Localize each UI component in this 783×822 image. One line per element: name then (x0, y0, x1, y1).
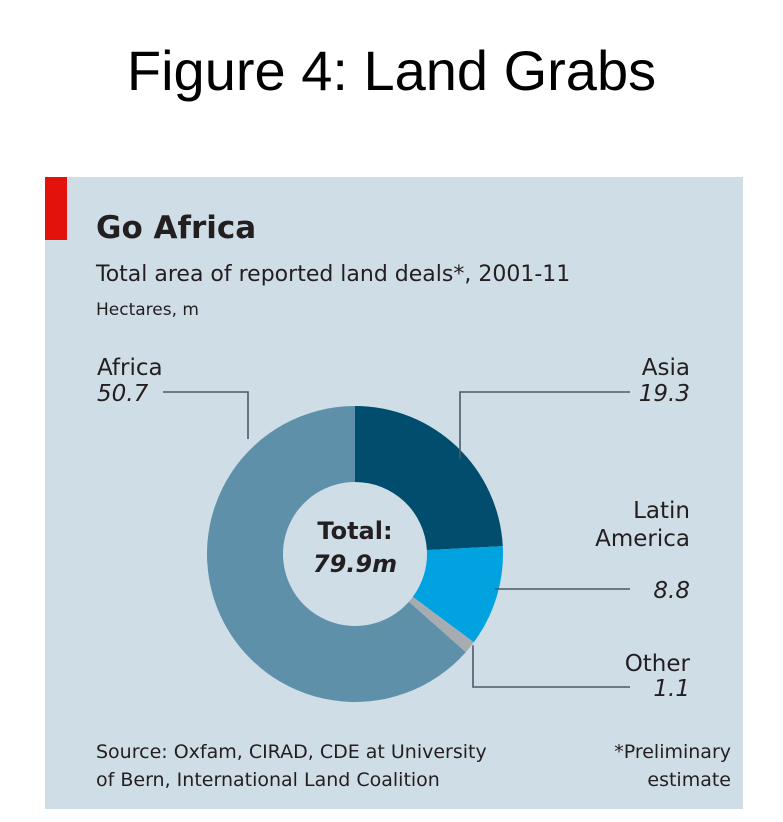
leader-other (472, 645, 630, 688)
label-latin-america-name-1: Latin (633, 498, 690, 524)
center-total-label: Total: (317, 517, 392, 545)
label-africa-value: 50.7 (97, 381, 149, 407)
slices-layer (206, 406, 503, 703)
footnote: *Preliminary estimate (551, 738, 731, 794)
leader-africa (163, 391, 249, 439)
accent-tab (45, 177, 67, 240)
source-note: Source: Oxfam, CIRAD, CDE at University … (96, 738, 536, 794)
label-asia-name-1: Asia (642, 355, 690, 381)
leader-asia (459, 391, 630, 459)
label-latin-america-value: 8.8 (653, 578, 690, 604)
slice-other (408, 596, 474, 653)
chart-subtitle: Total area of reported land deals*, 2001… (96, 262, 571, 287)
page-title: Figure 4: Land Grabs (126, 39, 657, 102)
label-asia-value: 19.3 (639, 381, 690, 407)
leader-lines (163, 391, 630, 688)
chart-title: Go Africa (96, 210, 257, 246)
label-africa-name-1: Africa (97, 355, 163, 381)
source-line-2: of Bern, International Land Coalition (96, 769, 440, 791)
footnote-line-1: *Preliminary (614, 741, 731, 763)
label-other-name-1: Other (625, 651, 691, 677)
label-latin-america-name-2: America (595, 526, 690, 552)
chart-units: Hectares, m (96, 300, 199, 320)
slice-asia (355, 406, 503, 551)
source-line-1: Source: Oxfam, CIRAD, CDE at University (96, 741, 487, 763)
slice-latin-america (412, 546, 503, 643)
footnote-line-2: estimate (647, 769, 731, 791)
label-other-value: 1.1 (653, 676, 690, 702)
center-total-value: 79.9m (313, 550, 397, 578)
slice-africa (206, 406, 466, 703)
